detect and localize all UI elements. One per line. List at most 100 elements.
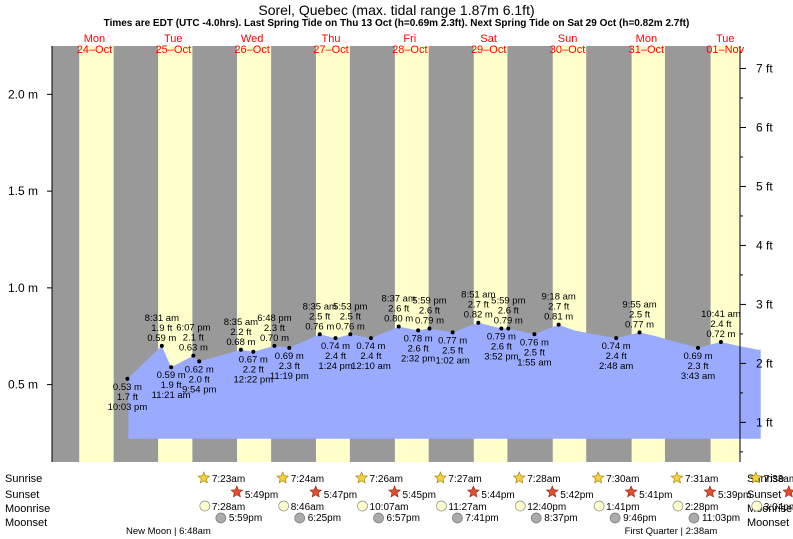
tide-label: 5:53 pm (333, 301, 367, 312)
row-label-left: Sunrise (5, 473, 42, 485)
tide-label: 2.2 ft (230, 327, 251, 338)
moonset-icon (373, 512, 384, 524)
day-name-label: Sat (480, 33, 497, 45)
tide-label: 0.67 m (239, 355, 268, 366)
moonset-time: 8:37pm (544, 513, 577, 524)
tide-label: 9:55 am (622, 299, 656, 310)
sunset-icon (388, 485, 402, 498)
day-name-label: Thu (321, 33, 340, 45)
sunrise-time: 7:24am (291, 474, 324, 485)
right-tick-label: 3 ft (756, 297, 773, 311)
moonrise-icon (751, 500, 763, 512)
tide-point (287, 345, 292, 350)
sunrise-icon (433, 471, 447, 484)
tide-label: 0.70 m (260, 333, 289, 344)
tide-point (718, 340, 723, 345)
tide-label: 1:24 pm (318, 361, 352, 372)
moonset-time: 5:59pm (229, 513, 262, 524)
sunset-time: 5:47pm (324, 490, 357, 501)
sunset-icon (230, 485, 244, 498)
tide-label: 6:48 pm (257, 313, 291, 324)
sunset-icon (703, 485, 717, 498)
tide-label: 6:07 pm (176, 323, 210, 334)
tide-label: 2.4 ft (325, 351, 346, 362)
tide-label: 0.74 m (356, 341, 385, 352)
tide-point (159, 343, 164, 348)
tide-label: 2.6 ft (388, 304, 409, 315)
tide-point (333, 336, 338, 341)
tide-label: 0.76 m (305, 321, 334, 332)
moonset-time: 6:57pm (387, 513, 420, 524)
tide-label: 2.4 ft (710, 319, 731, 330)
moonrise-time: 7:28am (212, 502, 245, 513)
tide-point (696, 345, 701, 350)
tide-label: 10:41 am (701, 309, 741, 320)
right-tick-label: 7 ft (756, 62, 773, 76)
right-tick-label: 1 ft (756, 415, 773, 429)
moonset-icon (452, 512, 463, 524)
tide-label: 2.5 ft (629, 309, 650, 320)
moonset-time: 9:46pm (623, 513, 656, 524)
tide-point (197, 359, 202, 364)
tide-label: 0.77 m (625, 319, 654, 330)
right-tick-label: 2 ft (756, 356, 773, 370)
tide-label: 0.77 m (438, 335, 467, 346)
tide-label: 1.7 ft (117, 392, 138, 403)
left-tick-label: 2.0 m (8, 87, 38, 101)
moonrise-time: 3:04pm (764, 502, 793, 513)
tide-label: 2.1 ft (183, 333, 204, 344)
tide-point (556, 322, 561, 327)
row-label-left: Sunset (5, 489, 39, 501)
day-date-label: 24–Oct (77, 44, 112, 56)
tide-label: 2.5 ft (309, 311, 330, 322)
sunrise-icon (355, 471, 369, 484)
tide-label: 5:59 pm (491, 295, 525, 306)
tide-point (506, 326, 511, 331)
moonset-time: 6:25pm (308, 513, 341, 524)
tide-label: 2.3 ft (687, 361, 708, 372)
tide-label: 2.4 ft (360, 351, 381, 362)
moonrise-icon (278, 500, 290, 512)
sunrise-time: 7:26am (370, 474, 403, 485)
right-tick-label: 5 ft (756, 179, 773, 193)
tide-label: 8:35 am (303, 301, 337, 312)
moonrise-icon (593, 500, 605, 512)
tide-label: 2.5 ft (340, 311, 361, 322)
left-tick-label: 1.0 m (8, 281, 38, 295)
right-tick-label: 6 ft (756, 120, 773, 134)
day-name-label: Fri (403, 33, 416, 45)
tide-label: 8:51 am (461, 290, 495, 301)
tide-label: 10:03 pm (108, 402, 148, 413)
chart-title: Sorel, Quebec (max. tidal range 1.87m 6.… (258, 2, 535, 18)
tide-point (238, 347, 243, 352)
day-date-label: 26–Oct (234, 44, 269, 56)
tide-label: 2.5 ft (524, 347, 545, 358)
day-name-label: Wed (241, 33, 263, 45)
tide-label: 2:32 pm (401, 353, 435, 364)
tide-label: 2.7 ft (468, 300, 489, 311)
moonrise-time: 10:07am (370, 502, 409, 513)
tide-point (368, 336, 373, 341)
moonrise-time: 1:41pm (606, 502, 639, 513)
tide-label: 0.72 m (706, 329, 735, 340)
moonset-time: 7:41pm (465, 513, 498, 524)
daylight-band (79, 46, 114, 462)
water-level-area (127, 322, 761, 439)
sunrise-icon (197, 471, 211, 484)
day-date-label: 31–Oct (629, 44, 664, 56)
day-name-label: Mon (84, 33, 105, 45)
moonset-time: 11:03pm (702, 513, 740, 524)
sunset-icon (309, 485, 323, 498)
tide-label: 0.81 m (544, 312, 573, 323)
moonset-icon (530, 512, 542, 524)
sunset-time: 5:49pm (245, 490, 278, 501)
tide-label: 2.3 ft (279, 361, 300, 372)
sunset-icon (624, 485, 638, 498)
tide-label: 0.74 m (321, 341, 350, 352)
day-date-label: 28–Oct (392, 44, 427, 56)
day-name-label: Mon (636, 33, 657, 45)
day-date-label: 01–Nov (706, 44, 744, 56)
right-tick-label: 4 ft (756, 238, 773, 252)
